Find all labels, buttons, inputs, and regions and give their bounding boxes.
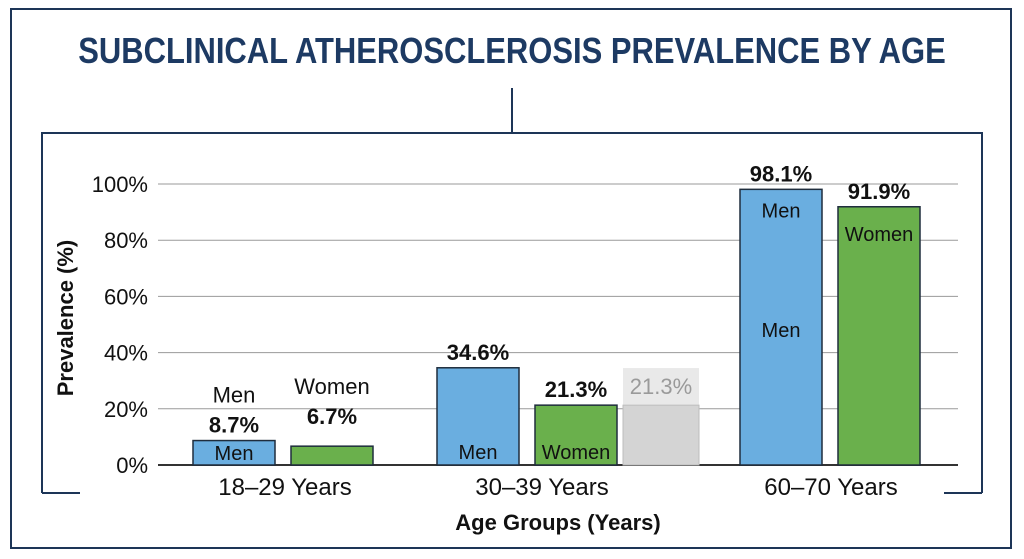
x-category-labels: 18–29 Years 30–39 Years 60–70 Years <box>218 474 897 501</box>
bar-women <box>534 404 618 466</box>
y-tick-label: 60% <box>104 284 148 309</box>
x-category-label: 30–39 Years <box>475 474 608 501</box>
series-label-women: Women <box>294 374 369 399</box>
bar-men <box>192 439 276 466</box>
x-category-label: 18–29 Years <box>218 474 351 501</box>
bars: Men 8.7% Women 6.7% Men 34.6% 21.3% Men Women 21.… <box>192 161 921 466</box>
bar-inner-label-men: Men <box>762 320 801 342</box>
bar-men <box>436 367 520 466</box>
bar-inner-label-men: Men <box>459 442 498 464</box>
y-tick-label: 40% <box>104 341 148 366</box>
value-label: 98.1% <box>750 161 812 186</box>
y-tick-label: 100% <box>92 172 148 197</box>
bar-women <box>290 445 374 466</box>
y-tick-label: 80% <box>104 228 148 253</box>
bar-women <box>837 206 921 466</box>
bar-inner-label-women: Women <box>542 442 611 464</box>
plot-bracket <box>41 132 983 493</box>
ghost-value-label: 21.3% <box>630 374 692 399</box>
ghost-bar <box>622 404 700 466</box>
chart-title: SUBCLINICAL ATHEROSCLEROSIS PREVALENCE B… <box>78 30 946 71</box>
series-label-men: Men <box>213 383 256 408</box>
value-label: 21.3% <box>545 377 607 402</box>
bar-inner-label-men: Men <box>215 443 254 465</box>
y-tick-labels: 0% 20% 40% 60% 80% 100% <box>92 172 148 478</box>
y-tick-label: 0% <box>116 453 148 478</box>
value-label: 6.7% <box>307 404 357 429</box>
bar-men <box>739 188 823 466</box>
value-label: 91.9% <box>848 179 910 204</box>
y-axis-title: Prevalence (%) <box>53 240 78 397</box>
x-category-label: 60–70 Years <box>764 474 897 501</box>
value-label: 34.6% <box>447 340 509 365</box>
bar-inner-label-men: Men <box>762 200 801 222</box>
value-label: 8.7% <box>209 413 259 438</box>
bar-inner-label-women: Women <box>845 224 914 246</box>
x-axis-title: Age Groups (Years) <box>455 510 660 535</box>
y-tick-label: 20% <box>104 397 148 422</box>
